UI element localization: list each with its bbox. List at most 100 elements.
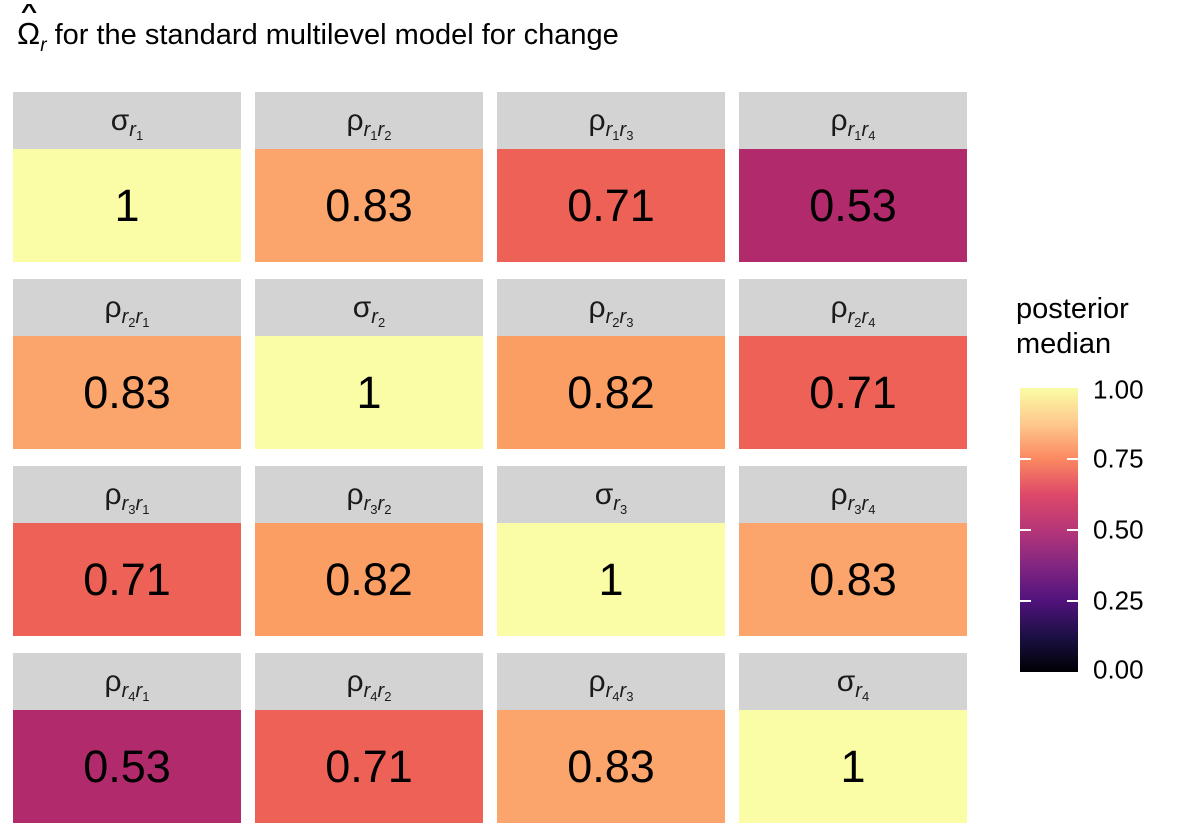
strip-subscript-index: 2 <box>128 314 136 330</box>
heatmap-tile: 0.71 <box>739 336 967 449</box>
strip-greek-symbol: ρ <box>830 477 848 511</box>
heatmap-tile: 1 <box>739 710 967 823</box>
colorbar-tick <box>1020 529 1031 531</box>
heatmap-tile: 0.83 <box>255 149 483 262</box>
legend-title: posterior median <box>1016 292 1196 362</box>
strip-subscript-index: 4 <box>868 501 876 517</box>
heatmap-tile: 0.71 <box>497 149 725 262</box>
tile-value: 0.83 <box>567 740 655 792</box>
colorbar-tick <box>1067 529 1078 531</box>
legend-title-line2: median <box>1016 328 1112 360</box>
heatmap-tile: 0.83 <box>13 336 241 449</box>
strip-greek-symbol: ρ <box>588 290 606 324</box>
strip-subscript-index: 1 <box>135 127 144 143</box>
strip-subscript-var: r <box>613 492 620 515</box>
strip-subscript-index: 4 <box>861 688 870 704</box>
strip-subscript-index: 2 <box>384 127 392 143</box>
legend-colorbar-wrap: 1.00 0.75 0.50 0.25 0.00 <box>1020 375 1144 685</box>
legend-title-line1: posterior <box>1016 293 1129 325</box>
colorbar-tick <box>1067 600 1078 602</box>
strip-subscript-index: 1 <box>854 127 862 143</box>
heatmap-tile: 0.83 <box>497 710 725 823</box>
strip-greek-symbol: ρ <box>830 103 848 137</box>
tile-value: 1 <box>114 179 140 231</box>
strip-subscript-var: r <box>135 305 143 328</box>
colorbar-tick <box>1020 600 1031 602</box>
strip-subscript-index: 1 <box>612 127 620 143</box>
tile-value: 0.83 <box>325 179 413 231</box>
strip-subscript-var: r <box>377 118 385 141</box>
strip-subscript-index: 3 <box>854 501 862 517</box>
strip-subscript-var: r <box>371 305 378 328</box>
strip-subscript-index: 3 <box>626 314 634 330</box>
tile-value: 0.71 <box>325 740 413 792</box>
strip-subscript-index: 1 <box>142 688 150 704</box>
strip-subscript-var: r <box>121 305 129 328</box>
strip-subscript-index: 4 <box>868 314 876 330</box>
legend-tick-label: 0.50 <box>1093 514 1144 545</box>
tile-value: 1 <box>356 366 382 418</box>
heatmap-tile: 0.71 <box>13 523 241 636</box>
plot-title: ^ Ω r for the standard multilevel model f… <box>17 1 619 57</box>
heatmap-tile: 0.71 <box>255 710 483 823</box>
strip-subscript-var: r <box>135 679 143 702</box>
strip-greek-symbol: ρ <box>830 290 848 324</box>
hat-accent: ^ <box>20 1 37 23</box>
legend-tick-label: 0.25 <box>1093 585 1144 616</box>
strip-subscript-var: r <box>855 679 862 702</box>
strip-greek-symbol: ρ <box>588 103 606 137</box>
strip-subscript-var: r <box>121 679 129 702</box>
strip-subscript-var: r <box>121 492 129 515</box>
strip-subscript-index: 1 <box>370 127 378 143</box>
strip-greek-symbol: ρ <box>346 477 364 511</box>
omega-glyph: Ω <box>17 16 41 51</box>
strip-subscript-index: 1 <box>142 314 150 330</box>
heatmap-tile: 1 <box>255 336 483 449</box>
strip-subscript-index: 2 <box>612 314 620 330</box>
legend: posterior median 1.00 0.75 0.50 0.25 0.0… <box>1016 292 1196 685</box>
strip-subscript-var: r <box>847 305 855 328</box>
strip-subscript-var: r <box>377 679 385 702</box>
strip-subscript-index: 3 <box>626 127 634 143</box>
strip-greek-symbol: ρ <box>104 477 122 511</box>
strip-subscript-var: r <box>847 118 855 141</box>
strip-subscript-var: r <box>619 118 627 141</box>
omega-hat-symbol: ^ Ω <box>17 1 41 52</box>
legend-colorbar <box>1020 388 1078 672</box>
tile-value: 1 <box>598 553 624 605</box>
tile-value: 0.71 <box>567 179 655 231</box>
strip-subscript-index: 3 <box>128 501 136 517</box>
legend-tick-labels: 1.00 0.75 0.50 0.25 0.00 <box>1093 375 1193 685</box>
tile-value: 0.53 <box>809 179 897 231</box>
strip-subscript-var: r <box>861 305 869 328</box>
strip-subscript-var: r <box>619 305 627 328</box>
strip-greek-symbol: σ <box>110 103 130 137</box>
